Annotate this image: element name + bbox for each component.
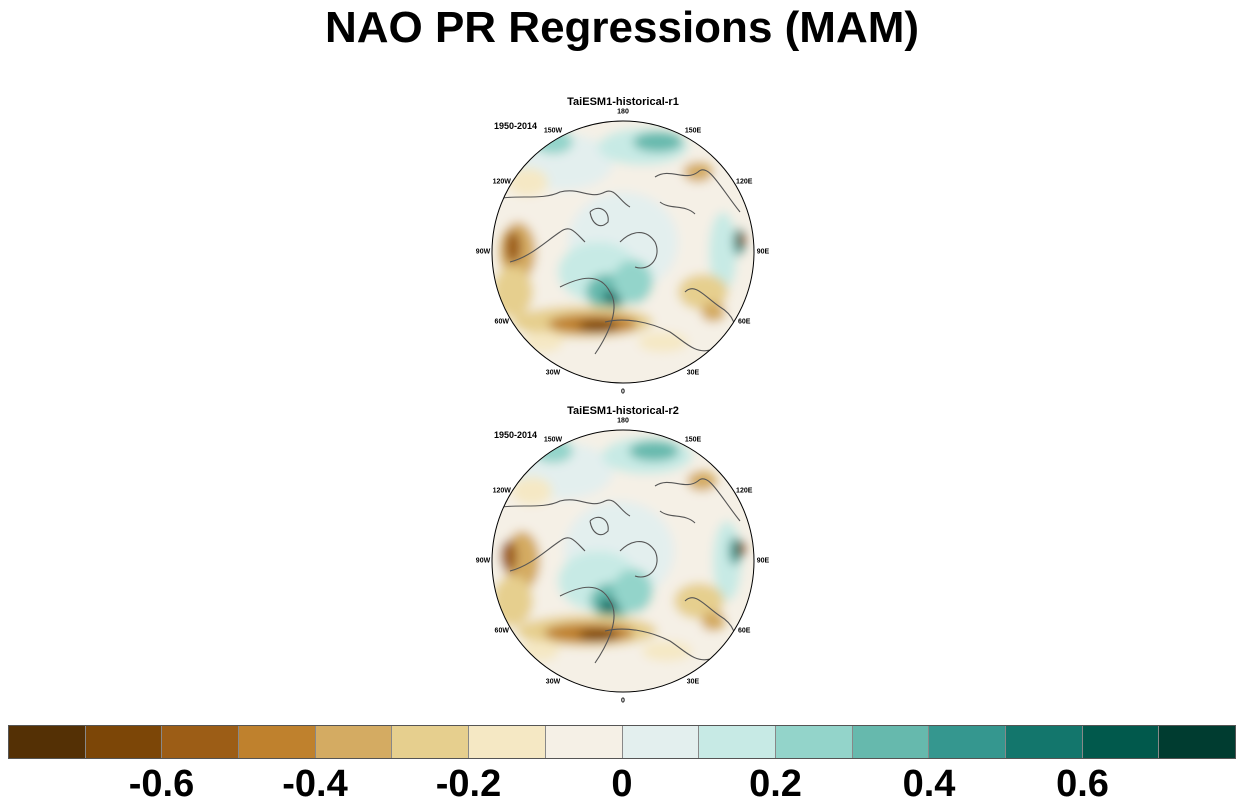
- colorbar-tick-label: 0.6: [1056, 763, 1109, 805]
- colorbar-tick-label: 0: [611, 763, 633, 805]
- anomaly-patch: [642, 641, 692, 661]
- longitude-label: 60E: [738, 318, 751, 326]
- coastline: [509, 228, 586, 263]
- colorbar-tick-label: -0.2: [435, 763, 502, 805]
- colorbar-box: [162, 726, 240, 758]
- colorbar-box: [239, 726, 316, 758]
- coastline: [589, 207, 609, 227]
- colorbar-box: [852, 726, 930, 758]
- colorbar-box: [1005, 726, 1083, 758]
- anomaly-patch: [613, 569, 653, 613]
- anomaly-patch: [578, 629, 618, 641]
- longitude-label: 0: [621, 388, 625, 396]
- coastline: [492, 499, 631, 517]
- colorbar: [8, 725, 1236, 759]
- panel-title: TaiESM1-historical-r2: [567, 405, 679, 417]
- longitude-label: 180: [617, 417, 629, 425]
- coastline: [654, 478, 741, 522]
- coastline: [659, 201, 696, 215]
- longitude-label: 60W: [494, 627, 509, 635]
- polar-stereographic-map: [491, 120, 755, 384]
- figure-title: NAO PR Regressions (MAM): [324, 3, 920, 52]
- coastline: [559, 277, 615, 355]
- longitude-label: 150W: [543, 127, 563, 135]
- longitude-label: 30W: [545, 369, 561, 377]
- longitude-label: 150E: [684, 127, 702, 135]
- coastline: [604, 628, 711, 661]
- longitude-label: 120W: [492, 178, 511, 186]
- colorbar-box: [1159, 726, 1235, 758]
- anomaly-patch: [633, 132, 683, 152]
- colorbar-box: [929, 726, 1006, 758]
- longitude-label: 30W: [545, 678, 561, 686]
- colorbar-box: [85, 726, 163, 758]
- longitude-label: 150W: [543, 436, 563, 444]
- coastline: [654, 169, 741, 213]
- colorbar-box: [1082, 726, 1160, 758]
- anomaly-patch: [578, 320, 618, 332]
- anomaly-patch: [613, 260, 653, 304]
- anomaly-patch: [523, 332, 563, 352]
- colorbar-box: [622, 726, 700, 758]
- longitude-label: 30E: [686, 678, 700, 686]
- anomaly-patch: [709, 212, 737, 292]
- anomaly-patch: [687, 471, 717, 491]
- coastline: [559, 586, 615, 664]
- colorbar-box: [392, 726, 470, 758]
- colorbar-box: [699, 726, 776, 758]
- period-label: 1950-2014: [494, 430, 538, 440]
- colorbar-box: [775, 726, 853, 758]
- anomaly-patch: [629, 441, 679, 461]
- longitude-label: 120E: [736, 487, 753, 495]
- colorbar-tick-label: 0.2: [749, 763, 802, 805]
- longitude-label: 60E: [738, 627, 751, 635]
- anomaly-patch: [701, 611, 725, 631]
- colorbar-box: [469, 726, 546, 758]
- anomaly-patch: [737, 232, 745, 248]
- anomaly-patch: [505, 231, 521, 263]
- longitude-label: 0: [621, 697, 625, 705]
- anomaly-patch: [512, 477, 552, 505]
- map-boundary: [491, 429, 755, 693]
- anomaly-patch: [678, 274, 728, 310]
- colorbar-box: [9, 726, 86, 758]
- map-panel-r2: TaiESM1-historical-r2 1950-2014 180 150E 1…: [470, 401, 776, 705]
- map-panel-r1: TaiESM1-historical-r1 1950-2014 180 150E 1…: [470, 92, 776, 396]
- longitude-label: 150E: [684, 436, 702, 444]
- polar-stereographic-map: [491, 429, 755, 693]
- panel-title: TaiESM1-historical-r1: [567, 96, 679, 108]
- anomaly-patch: [493, 576, 533, 626]
- coastline: [604, 319, 711, 352]
- colorbar-box: [315, 726, 393, 758]
- coastline: [492, 190, 631, 208]
- coastline: [659, 510, 696, 524]
- longitude-label: 180: [617, 108, 629, 116]
- map-boundary: [491, 120, 755, 384]
- coastline: [619, 541, 658, 578]
- colorbar-tick-label: -0.6: [128, 763, 195, 805]
- longitude-label: 90E: [756, 248, 770, 256]
- anomaly-patch: [508, 168, 548, 196]
- longitude-label: 60W: [494, 318, 509, 326]
- anomaly-patch: [638, 332, 688, 352]
- longitude-label: 120W: [492, 487, 511, 495]
- longitude-label: 30E: [686, 369, 700, 377]
- colorbar-box: [545, 726, 623, 758]
- coastline: [619, 232, 658, 269]
- period-label: 1950-2014: [494, 121, 538, 131]
- longitude-label: 120E: [736, 178, 753, 186]
- anomaly-patch: [519, 641, 559, 661]
- longitude-label: 90W: [475, 557, 491, 565]
- coastline: [589, 516, 609, 536]
- colorbar-tick-label: -0.4: [282, 763, 348, 805]
- anomaly-patch: [701, 302, 725, 322]
- colorbar-tick-label: 0.4: [902, 763, 956, 805]
- anomaly-patch: [493, 267, 533, 317]
- coastline: [509, 537, 586, 572]
- anomaly-patch: [501, 540, 517, 572]
- longitude-label: 90W: [475, 248, 491, 256]
- longitude-label: 90E: [756, 557, 770, 565]
- anomaly-patch: [737, 541, 745, 557]
